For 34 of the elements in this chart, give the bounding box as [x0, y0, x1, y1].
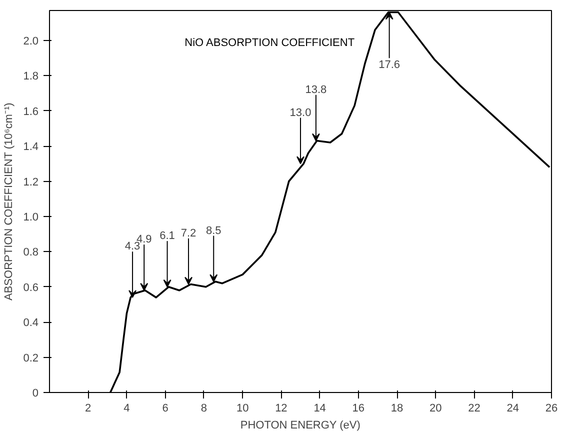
y-tick-label: 0	[32, 388, 39, 400]
x-axis-title: PHOTON ENERGY (eV)	[240, 420, 360, 432]
y-tick-label: 1.2	[23, 176, 39, 188]
annotation: 13.8	[305, 84, 327, 96]
annotation: 4.3	[124, 240, 140, 253]
y-tick-label: 1.6	[23, 106, 39, 118]
x-tick-label: 18	[390, 402, 404, 414]
x-tick-label: 24	[506, 402, 520, 414]
annotation: 8.5	[206, 224, 222, 237]
x-tick-label: 10	[236, 402, 249, 414]
x-tick-label: 26	[545, 402, 558, 414]
annotation: 13.0	[290, 106, 312, 119]
y-tick-label: 0.6	[23, 282, 39, 294]
x-tick-label: 6	[162, 402, 168, 414]
y-tick-label: 2.0	[23, 35, 39, 48]
y-axis-title: ABSORPTION COEFFICIENT (10⁶cm⁻¹)	[3, 102, 16, 300]
x-tick-label: 22	[468, 402, 480, 414]
x-tick-label: 4	[124, 402, 130, 414]
x-tick-label: 20	[430, 402, 442, 414]
annotation: 7.2	[180, 227, 196, 240]
text: NiO ABSORPTION COEFFICIENT	[184, 37, 355, 50]
x-tick-label: 14	[314, 402, 326, 414]
x-tick-label: 8	[200, 402, 208, 414]
annotation: 17.6	[378, 59, 400, 72]
y-tick-label: 0.2	[23, 352, 39, 364]
annotation: 6.1	[160, 230, 175, 242]
y-tick-label: 1.4	[23, 141, 39, 154]
y-tick-label: 0.4	[23, 317, 39, 330]
y-tick-label: 0.8	[23, 246, 39, 259]
x-tick-label: 16	[352, 402, 365, 414]
y-tick-label: 1.8	[23, 70, 39, 83]
x-tick-label: 2	[85, 402, 92, 414]
y-tick-label: 1.0	[23, 211, 39, 224]
x-tick-label: 12	[275, 402, 288, 414]
